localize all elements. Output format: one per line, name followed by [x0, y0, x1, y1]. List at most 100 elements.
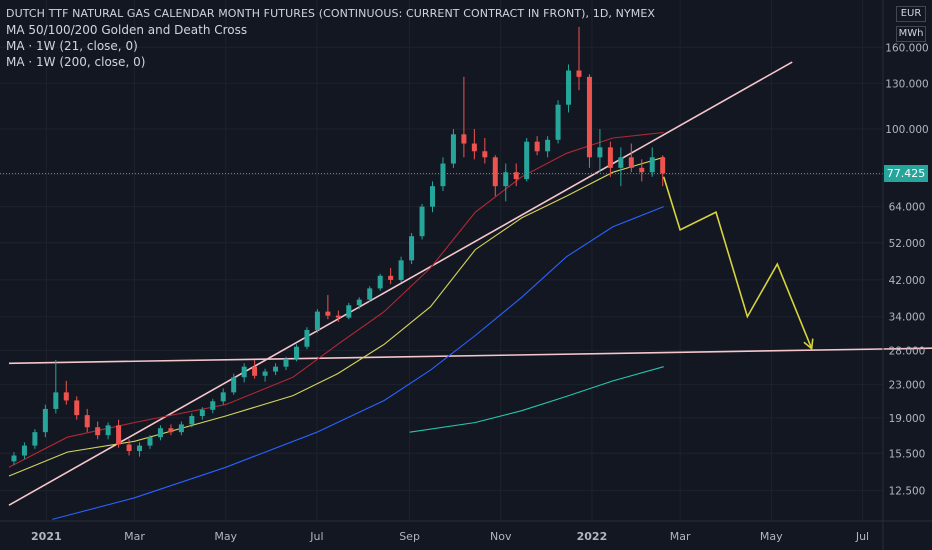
ma-line: [52, 206, 664, 520]
candle-body: [252, 366, 258, 376]
candle-body: [534, 141, 540, 152]
y-tick-label: 19.000: [889, 413, 926, 425]
indicator-label-ma-21[interactable]: MA · 1W (21, close, 0): [6, 39, 138, 53]
candle-body: [461, 134, 467, 144]
candle-body: [126, 444, 132, 452]
x-tick-label: 2022: [577, 530, 608, 543]
candle-body: [283, 358, 289, 367]
candles: [11, 26, 666, 465]
x-tick-label: May: [214, 530, 237, 543]
candle-body: [660, 157, 666, 174]
candle-body: [262, 371, 268, 376]
current-price-label: 77.425: [884, 165, 928, 183]
projection-arrowhead: [803, 338, 814, 351]
candle-body: [95, 427, 101, 436]
candle-body: [377, 275, 383, 289]
x-tick-label: Jul: [309, 530, 323, 543]
candle-body: [168, 428, 174, 433]
candle-body: [409, 236, 415, 261]
candle-body: [566, 70, 572, 105]
projection-path[interactable]: [662, 176, 814, 351]
unit-selector[interactable]: MWh: [896, 26, 926, 42]
candle-body: [388, 275, 394, 280]
candle-body: [398, 260, 404, 280]
x-tick-label: Jul: [855, 530, 869, 543]
x-tick-label: Sep: [399, 530, 420, 543]
y-tick-label: 12.500: [889, 486, 926, 498]
candle-body: [178, 424, 184, 433]
x-tick-label: May: [760, 530, 783, 543]
y-tick-label: 160.000: [885, 42, 928, 54]
candle-body: [346, 305, 352, 318]
candle-body: [32, 432, 38, 446]
candle-body: [84, 415, 90, 428]
trendline: [8, 347, 932, 365]
chart-legend: DUTCH TTF NATURAL GAS CALENDAR MONTH FUT…: [6, 6, 655, 70]
ma-line: [8, 156, 664, 477]
y-tick-label: 42.000: [889, 275, 926, 287]
candle-body: [220, 392, 226, 402]
candle-body: [440, 163, 446, 187]
y-tick-label: 23.000: [889, 380, 926, 392]
candle-body: [586, 76, 592, 158]
candle-body: [231, 377, 237, 393]
y-tick-label: 64.000: [889, 202, 926, 214]
candle-body: [11, 455, 17, 462]
trendline: [8, 61, 793, 506]
y-tick-label: 100.000: [885, 124, 928, 136]
candle-body: [63, 392, 69, 401]
x-tick-label: Nov: [490, 530, 512, 543]
candle-body: [74, 400, 80, 416]
candle-body: [105, 425, 111, 436]
candle-body: [293, 346, 299, 359]
candle-body: [356, 299, 362, 306]
candle-body: [513, 172, 519, 180]
candle-body: [314, 311, 320, 330]
candle-body: [189, 416, 195, 425]
candle-body: [325, 311, 331, 316]
candle-body: [450, 134, 456, 164]
candle-body: [210, 401, 216, 410]
currency-selector[interactable]: EUR: [896, 6, 926, 22]
candle-body: [482, 151, 488, 158]
candle-body: [273, 366, 279, 372]
time-axis[interactable]: 2021 Mar May Jul Sep Nov 2022 Mar May Jul: [31, 530, 869, 543]
symbol-title[interactable]: DUTCH TTF NATURAL GAS CALENDAR MONTH FUT…: [6, 7, 656, 20]
candle-body: [42, 408, 48, 433]
x-tick-label: Mar: [124, 530, 145, 543]
y-tick-label: 52.000: [889, 238, 926, 250]
candle-body: [628, 157, 634, 168]
candle-body: [21, 445, 27, 456]
candle-body: [419, 206, 425, 237]
candle-body: [576, 70, 582, 77]
candle-body: [618, 157, 624, 168]
candle-body: [555, 104, 561, 140]
x-tick-label: Mar: [670, 530, 691, 543]
candle-body: [199, 409, 205, 417]
candle-body: [147, 437, 153, 446]
y-tick-label: 28.000: [889, 345, 926, 357]
candle-body: [639, 167, 645, 173]
candle-body: [157, 428, 163, 438]
candle-body: [545, 139, 551, 152]
y-tick-label: 34.000: [889, 312, 926, 324]
indicator-label-ma-200[interactable]: MA · 1W (200, close, 0): [6, 55, 146, 69]
trendlines[interactable]: [8, 61, 932, 506]
y-tick-label: 130.000: [885, 78, 928, 90]
candle-body: [335, 315, 341, 318]
indicator-label-ma-cross[interactable]: MA 50/100/200 Golden and Death Cross: [6, 23, 248, 37]
candle-body: [430, 186, 436, 207]
candle-body: [503, 172, 509, 187]
x-tick-label: 2021: [31, 530, 62, 543]
projection-line: [662, 176, 813, 349]
candle-body: [649, 157, 655, 173]
y-tick-label: 15.500: [889, 448, 926, 460]
candle-body: [607, 147, 613, 168]
candle-body: [241, 366, 247, 378]
gridlines: [0, 0, 883, 521]
candle-body: [116, 425, 122, 445]
candle-body: [492, 157, 498, 187]
candle-body: [53, 392, 59, 409]
